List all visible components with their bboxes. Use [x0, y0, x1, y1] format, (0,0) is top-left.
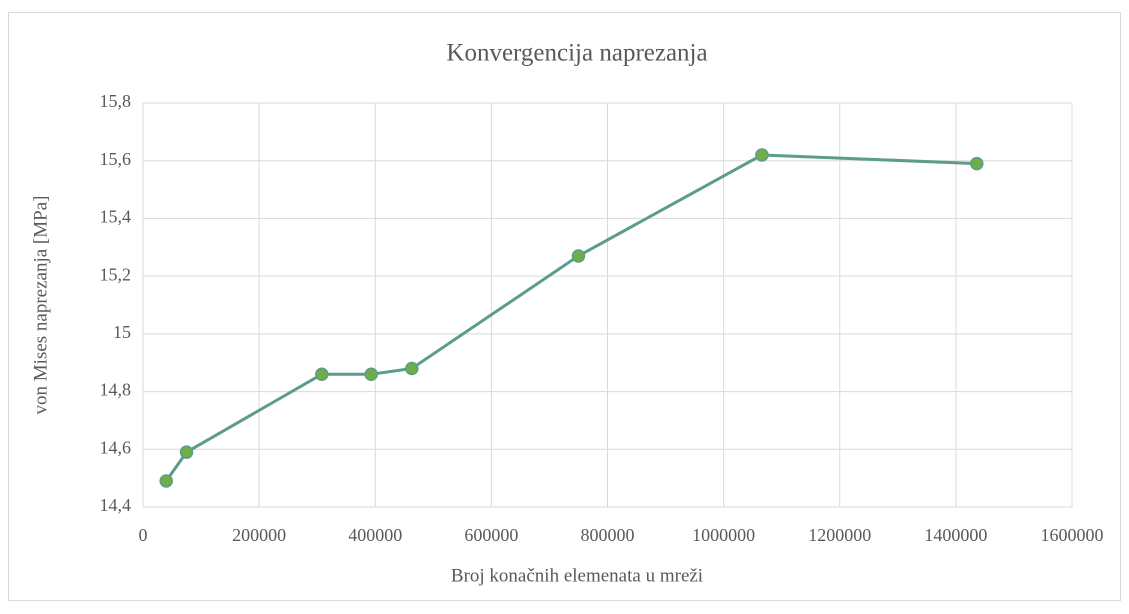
x-axis-label: Broj konačnih elemenata u mreži	[451, 565, 703, 586]
y-tick-label: 14,8	[100, 380, 132, 400]
x-tick-label: 0	[139, 525, 148, 545]
chart-border	[8, 12, 1121, 601]
x-tick-label: 400000	[348, 525, 402, 545]
y-tick-label: 15,6	[100, 149, 132, 169]
marker	[405, 361, 419, 376]
y-axis-label: von Mises naprezanja [MPa]	[30, 196, 51, 415]
marker	[364, 367, 378, 382]
marker	[571, 249, 586, 263]
y-tick-label: 15,8	[100, 91, 132, 111]
y-tick-label: 14,6	[100, 437, 132, 457]
y-tick-label: 15,4	[100, 207, 132, 227]
x-tick-label: 1600000	[1041, 525, 1104, 545]
line	[164, 153, 977, 482]
chart-title: Konvergencija naprezanja	[446, 40, 707, 67]
marker	[970, 156, 984, 171]
y-tick-label: 15,2	[100, 264, 132, 284]
x-tick-label: 1200000	[808, 525, 871, 545]
x-tick-label: 600000	[464, 525, 518, 545]
y-tick-label: 15	[113, 322, 131, 342]
y-tick-label: 14,4	[100, 495, 132, 515]
x-tick-label: 1400000	[924, 525, 987, 545]
x-tick-label: 200000	[232, 525, 286, 545]
marker	[159, 474, 173, 488]
x-tick-label: 800000	[581, 525, 635, 545]
x-tick-label: 1000000	[692, 525, 755, 545]
marker	[315, 367, 329, 382]
marker	[755, 148, 769, 162]
marker	[179, 445, 194, 459]
